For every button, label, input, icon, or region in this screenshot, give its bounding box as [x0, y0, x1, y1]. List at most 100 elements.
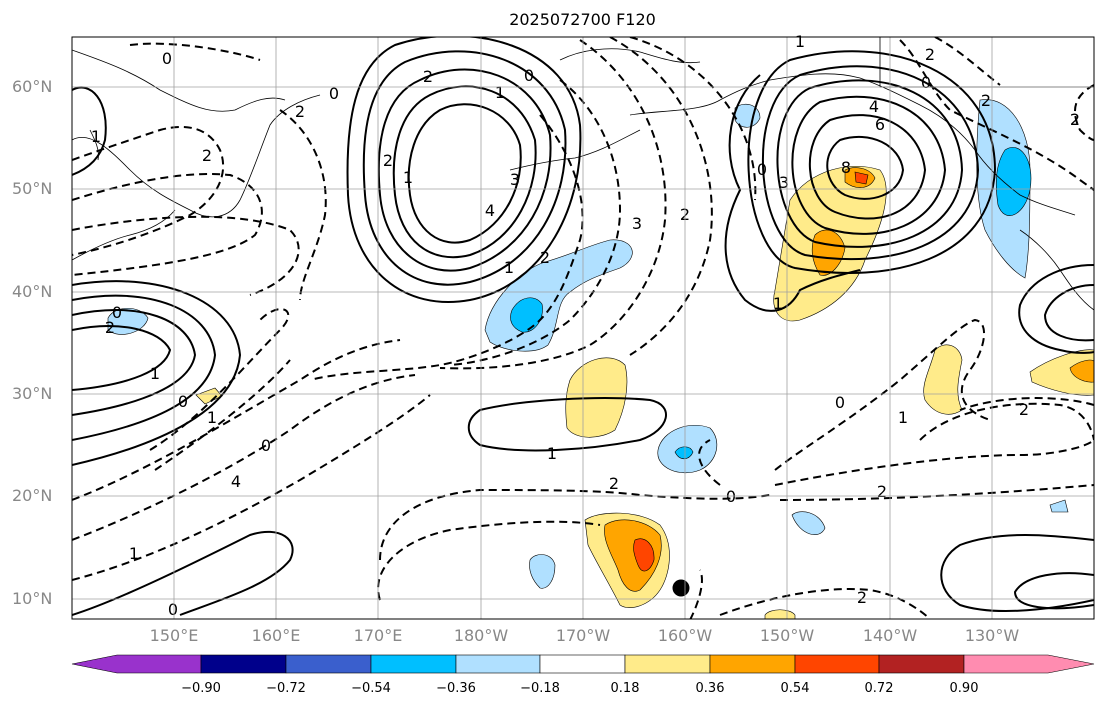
lon-label: 160°W [657, 626, 713, 645]
contour-solid [346, 37, 582, 303]
colorbar-tick-label: 0.90 [949, 681, 979, 696]
contour-label: 0 [178, 392, 188, 411]
contour-solid [776, 79, 964, 248]
contour-label: 2 [540, 248, 550, 267]
contour-label: 1 [795, 32, 805, 51]
lon-label: 150°W [759, 626, 815, 645]
colorbar-tick-label: −0.18 [520, 681, 560, 696]
contour-label: 3 [632, 214, 642, 233]
contour-label: 2 [295, 102, 305, 121]
shade-blue-7 [529, 554, 556, 589]
lat-label: 50°N [12, 179, 53, 198]
contour-label: 4 [231, 472, 241, 491]
contour-label: 0 [261, 436, 271, 455]
shade-yellow-4 [923, 344, 963, 415]
colorbar-bin [794, 654, 880, 674]
shade-orange-4 [1069, 359, 1094, 383]
map-frame [71, 36, 1095, 620]
lat-label: 60°N [12, 77, 53, 96]
lon-label: 140°W [862, 626, 918, 645]
contour-label: 2 [877, 482, 887, 501]
contour-label: 0 [112, 303, 122, 322]
shade-orange-1 [811, 229, 846, 276]
colorbar-tick-label: 0.54 [780, 681, 810, 696]
contour-label: 2 [609, 474, 619, 493]
contour-solid [809, 114, 927, 220]
lon-label: 180°W [453, 626, 509, 645]
contour-label: 4 [485, 201, 495, 220]
contour-solid [724, 74, 861, 312]
contours [72, 37, 1094, 616]
lon-label: 170°W [555, 626, 611, 645]
contour-label: 0 [726, 487, 736, 506]
contour-solid [362, 50, 567, 286]
contour-label: 2 [1070, 110, 1080, 129]
contour-labels: 0 2 1 0 2 1 2 3 4 1 2 3 2 1 0 2 4 6 8 3 … [91, 32, 1080, 619]
shade-blue-8 [1049, 499, 1069, 513]
colorbar-tick-label: 0.36 [695, 681, 725, 696]
contour-label: 1 [129, 544, 139, 563]
contour-label: 6 [875, 115, 885, 134]
shade-blue-6 [791, 511, 826, 535]
contour-label: 1 [504, 258, 514, 277]
lat-label: 20°N [12, 486, 53, 505]
contour-label: 0 [168, 600, 178, 619]
lon-label: 150°E [149, 626, 199, 645]
contour-solid [407, 103, 522, 244]
contour-solid [747, 50, 997, 274]
colorbar-bin [624, 654, 711, 674]
gridlines [72, 37, 1094, 619]
colorbar-extend-low [71, 654, 202, 674]
contour-solid [762, 65, 980, 261]
contour-label: 0 [162, 49, 172, 68]
contour-label: 1 [403, 168, 413, 187]
shade-blue-3-core [995, 147, 1032, 216]
contour-solid [72, 280, 242, 466]
contour-label: 2 [857, 588, 867, 607]
colorbar-bin [878, 654, 965, 674]
colorbar-bin [370, 654, 457, 674]
shade-red-2 [633, 538, 655, 572]
contour-label: 2 [423, 67, 433, 86]
colorbar-tick-label: 0.18 [610, 681, 640, 696]
colorbar-tick-label: −0.54 [351, 681, 391, 696]
contour-solid [826, 135, 905, 200]
shade-orange-3 [604, 519, 662, 592]
contour-label: 2 [981, 91, 991, 110]
colorbar-tick-label: −0.90 [181, 681, 221, 696]
lat-label: 30°N [12, 384, 53, 403]
contour-label: 2 [925, 45, 935, 64]
contour-label: 0 [835, 393, 845, 412]
contour-label: 1 [898, 408, 908, 427]
lon-label: 170°E [353, 626, 403, 645]
colorbar-bin [285, 654, 372, 674]
contour-solid [72, 325, 172, 391]
contour-label: 1 [207, 408, 217, 427]
colorbar-bin [539, 654, 626, 674]
contour-label: 2 [105, 318, 115, 337]
contour-solid [377, 68, 552, 272]
contour-label: 2 [383, 151, 393, 170]
colorbar-tick-label: −0.72 [266, 681, 306, 696]
contour-label: 0 [921, 73, 931, 92]
colorbar-bin [200, 654, 287, 674]
contour-label: 1 [773, 294, 783, 313]
contour-label: 4 [869, 97, 879, 116]
colorbar-tick-label: 0.72 [864, 681, 894, 696]
contour-solid [1043, 284, 1094, 342]
colorbar [71, 654, 1095, 674]
contour-label: 1 [150, 364, 160, 383]
colorbar-bin [709, 654, 796, 674]
contour-label: 1 [91, 127, 101, 146]
contour-label: 8 [841, 158, 851, 177]
lat-label: 40°N [12, 282, 53, 301]
contour-label: 1 [495, 83, 505, 102]
contour-solid [392, 85, 537, 259]
contour-label: 3 [510, 170, 520, 189]
contour-solid [72, 86, 107, 176]
shade-yellow-6 [195, 387, 223, 405]
shaded-fields [107, 99, 1094, 619]
lon-label: 160°E [251, 626, 301, 645]
contour-label: 2 [1019, 400, 1029, 419]
